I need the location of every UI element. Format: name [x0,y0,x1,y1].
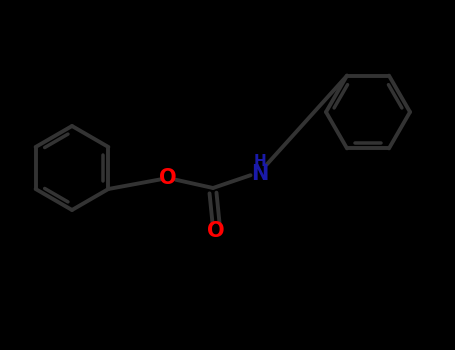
Text: O: O [159,168,177,188]
Text: H: H [253,154,266,168]
Text: N: N [251,164,269,184]
Text: O: O [207,221,225,241]
